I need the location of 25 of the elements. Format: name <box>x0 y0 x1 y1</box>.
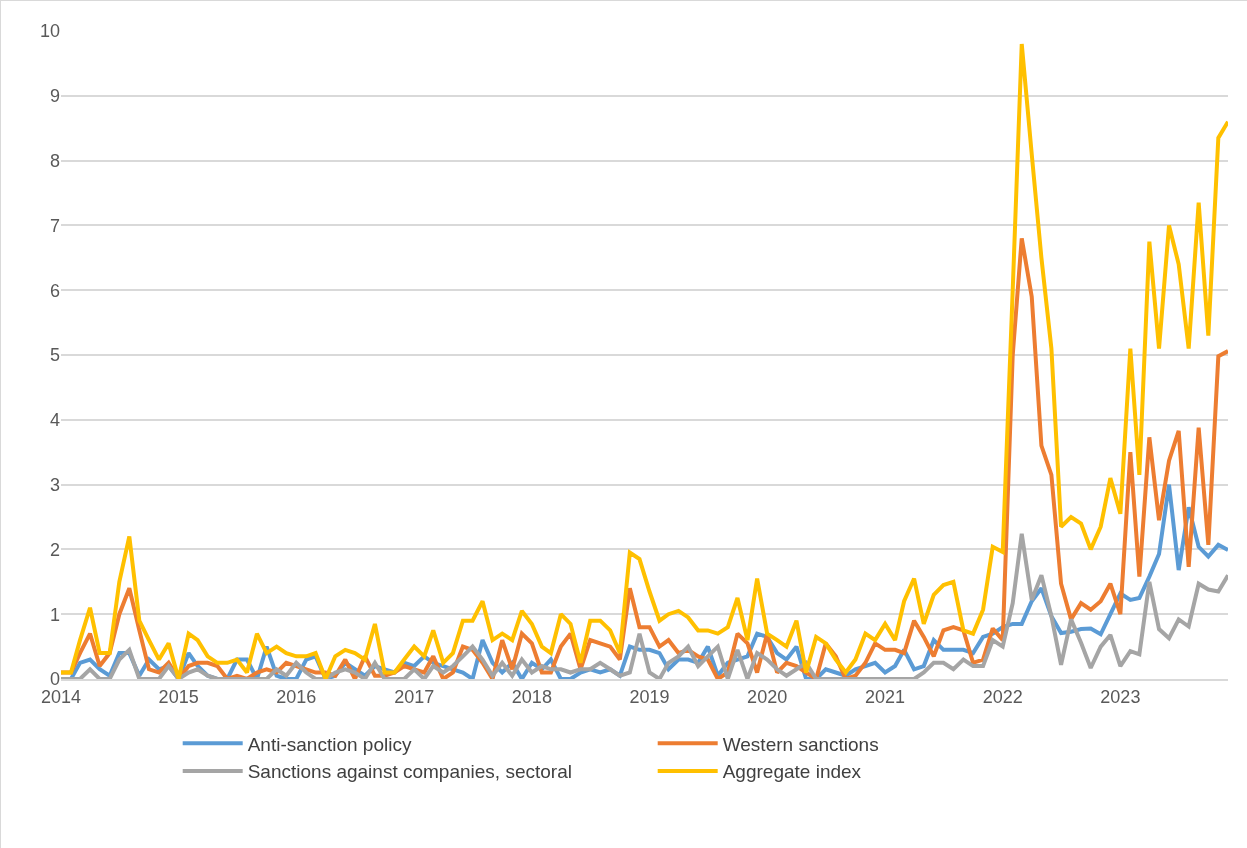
x-tick-label: 2022 <box>982 686 1023 707</box>
line-series <box>61 41 1228 679</box>
line-series <box>61 531 1228 679</box>
x-tick-label: 2015 <box>158 686 199 707</box>
y-tick-label: 8 <box>49 150 60 171</box>
y-tick-label: 9 <box>49 86 60 107</box>
x-tick-label: 2019 <box>629 686 670 707</box>
legend-label: Aggregate index <box>722 761 862 783</box>
y-tick-label: 4 <box>49 410 60 431</box>
x-tick-label: 2016 <box>276 686 317 707</box>
legend-label: Western sanctions <box>722 733 879 755</box>
y-tick-label: 5 <box>49 345 60 366</box>
x-tick-label: 2023 <box>1100 686 1141 707</box>
x-tick-label: 2017 <box>394 686 435 707</box>
y-tick-label: 6 <box>49 280 60 301</box>
legend-label: Anti-sanction policy <box>247 733 412 755</box>
y-tick-label: 1 <box>49 604 60 625</box>
x-tick-label: 2021 <box>865 686 906 707</box>
x-tick-label: 2018 <box>511 686 552 707</box>
y-tick-label: 3 <box>49 474 60 495</box>
legend-label: Sanctions against companies, sectoral <box>247 761 572 783</box>
x-tick-label: 2020 <box>747 686 788 707</box>
y-tick-label: 2 <box>49 539 60 560</box>
y-tick-label: 7 <box>49 215 60 236</box>
y-tick-label: 10 <box>39 21 60 42</box>
